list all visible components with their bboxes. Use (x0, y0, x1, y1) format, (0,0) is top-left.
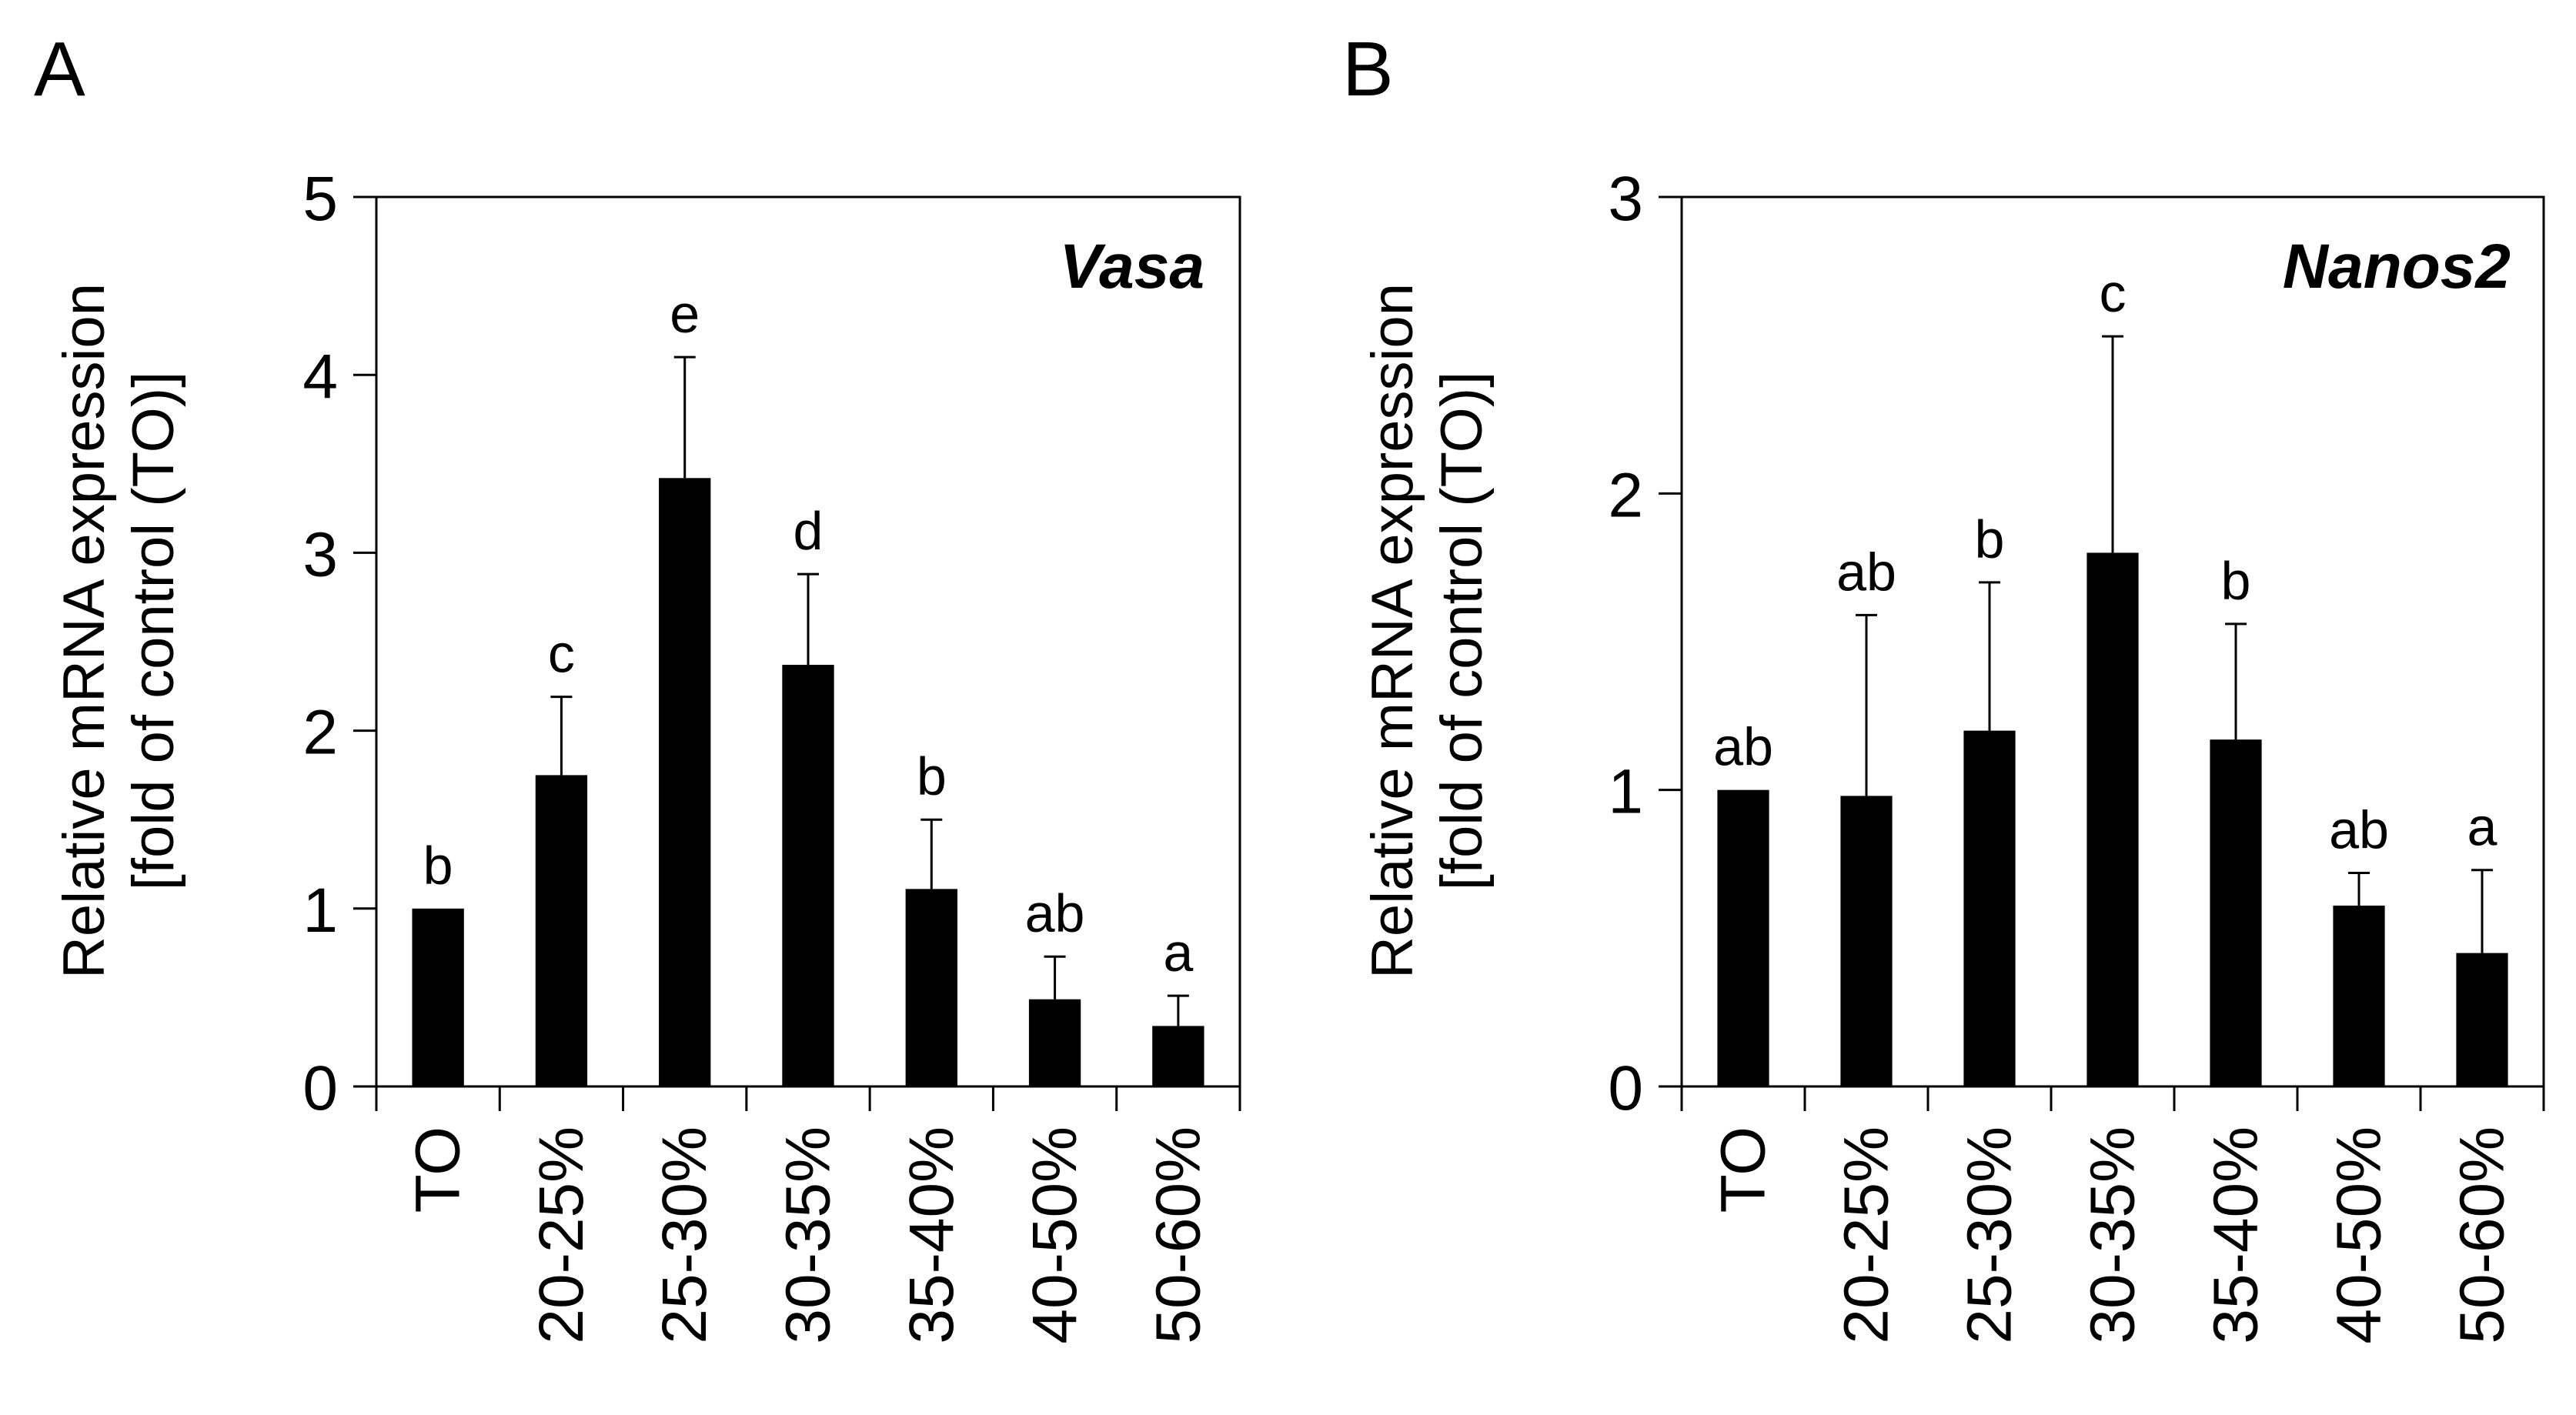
significance-label: b (1975, 509, 2005, 569)
x-tick-label: 25-30% (650, 1126, 720, 1344)
x-tick-label: TO (1709, 1126, 1779, 1213)
significance-label: b (423, 836, 453, 896)
significance-label: a (1163, 923, 1193, 983)
y-tick-label: 4 (302, 342, 338, 412)
bar (2456, 953, 2508, 1086)
y-tick-label: 3 (302, 519, 338, 589)
bar (1717, 789, 1769, 1086)
significance-label: ab (1025, 883, 1085, 943)
x-ticks-a (375, 1086, 1241, 1111)
x-tick-labels-a: TO 20-25% 25-30% 30-35% 35-40% 40-50% 50-60% (403, 1126, 1214, 1344)
x-tick-label: TO (403, 1126, 473, 1213)
significance-label: c (548, 624, 575, 684)
y-tick-label: 0 (302, 1053, 338, 1123)
significance-label: c (2100, 263, 2127, 323)
y-tick-label: 0 (1608, 1053, 1643, 1123)
bar (412, 908, 464, 1086)
x-tick-label: 35-40% (2201, 1126, 2271, 1344)
y-axis-title-b: Relative mRNA expression (1360, 283, 1425, 979)
significance-labels-b: ab ab b c b ab a (1713, 263, 2497, 859)
error-bars-b (1856, 335, 2493, 953)
panel-label-b: B (1342, 26, 1394, 112)
bar (2210, 739, 2262, 1086)
x-tick-label: 40-50% (1020, 1126, 1090, 1344)
y-tick-label: 3 (1608, 164, 1643, 234)
significance-labels-a: b c e d b ab a (423, 284, 1194, 983)
chart-title-a: Vasa (1060, 232, 1204, 302)
significance-label: d (794, 501, 824, 561)
significance-label: ab (1713, 717, 1773, 777)
bar (659, 478, 711, 1086)
x-tick-label: 20-25% (526, 1126, 596, 1344)
error-bars-a (550, 355, 1189, 1026)
bar (782, 665, 834, 1086)
y-tick-label: 5 (302, 164, 338, 234)
y-ticks-a (353, 195, 376, 1088)
x-tick-label: 25-30% (1955, 1126, 2025, 1344)
bar (1963, 730, 2016, 1086)
y-tick-label: 2 (1608, 460, 1643, 530)
x-tick-label: 40-50% (2324, 1126, 2394, 1344)
x-tick-label: 30-35% (773, 1126, 844, 1344)
panel-b: B Relative mRNA expression [fold of cont… (1342, 26, 2545, 1344)
panel-label-a: A (34, 26, 85, 112)
x-ticks-b (1680, 1086, 2545, 1111)
x-tick-label: 50-60% (1143, 1126, 1213, 1344)
chart-title-b: Nanos2 (2283, 232, 2511, 302)
bar (905, 889, 957, 1086)
significance-label: e (670, 284, 700, 344)
x-tick-label: 30-35% (2078, 1126, 2148, 1344)
bar (1152, 1026, 1204, 1086)
significance-label: a (2467, 797, 2497, 857)
panel-a: A Relative mRNA expression [fold of cont… (34, 26, 1241, 1344)
significance-label: ab (2329, 800, 2389, 860)
y-axis-title-a: Relative mRNA expression (52, 283, 117, 979)
significance-label: b (917, 746, 947, 806)
y-axis-subtitle-a: [fold of control (TO)] (121, 372, 186, 890)
y-tick-label: 2 (302, 698, 338, 768)
y-tick-labels-b: 0 1 2 3 (1608, 164, 1643, 1123)
bar (535, 775, 588, 1086)
bar (2333, 905, 2385, 1086)
bar (1028, 999, 1081, 1086)
y-ticks-b (1659, 195, 1682, 1088)
bars-b (1717, 552, 2508, 1086)
x-tick-labels-b: TO 20-25% 25-30% 30-35% 35-40% 40-50% 50-60% (1709, 1126, 2518, 1344)
x-tick-label: 50-60% (2447, 1126, 2518, 1344)
y-tick-label: 1 (1608, 757, 1643, 827)
bar (2087, 552, 2139, 1086)
y-tick-labels-a: 0 1 2 3 4 5 (302, 164, 338, 1123)
significance-label: ab (1836, 542, 1896, 602)
bar (1840, 796, 1893, 1086)
bars-a (412, 478, 1204, 1086)
x-tick-label: 35-40% (897, 1126, 967, 1344)
y-tick-label: 1 (302, 876, 338, 946)
x-tick-label: 20-25% (1832, 1126, 1902, 1344)
significance-label: b (2221, 551, 2251, 611)
y-axis-subtitle-b: [fold of control (TO)] (1429, 372, 1495, 890)
